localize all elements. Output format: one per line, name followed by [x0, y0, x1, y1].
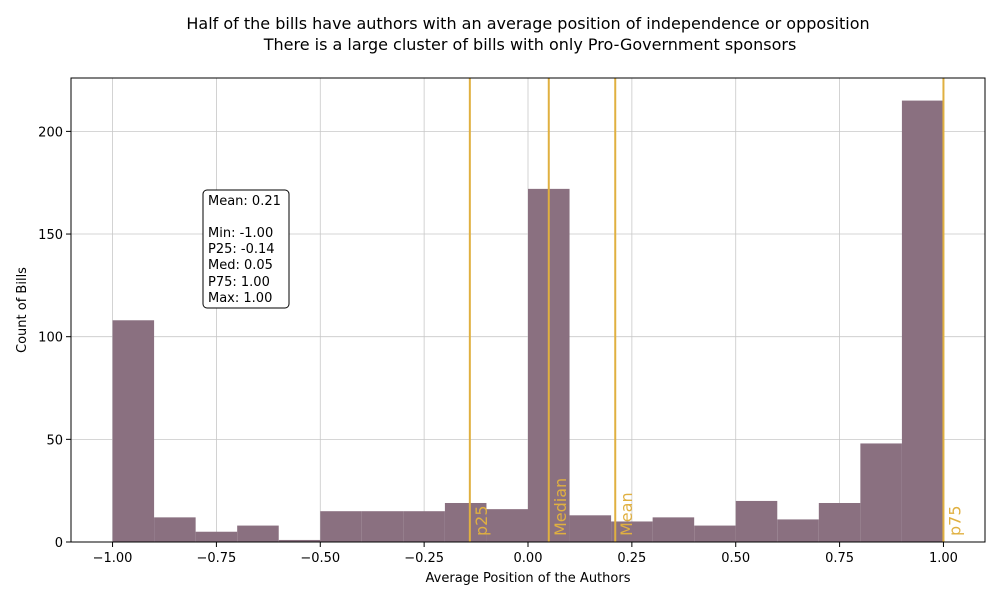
- histogram-bar: [486, 509, 528, 542]
- histogram-bar: [237, 525, 279, 542]
- y-tick-label: 50: [46, 433, 63, 448]
- histogram-bar: [112, 320, 155, 542]
- histogram-bar: [403, 511, 445, 542]
- histogram-bar: [777, 519, 819, 542]
- reference-label-mean: Mean: [617, 492, 636, 536]
- chart-subtitle: There is a large cluster of bills with o…: [263, 35, 797, 54]
- reference-lines: p25 Median Mean p75: [468, 78, 964, 542]
- x-tick-label: −0.50: [300, 551, 340, 566]
- x-tick-label: 0.25: [617, 551, 646, 566]
- reference-label-median: Median: [551, 478, 570, 536]
- histogram-bar: [569, 515, 612, 542]
- axes: −1.00 −0.75 −0.50 −0.25 0.00 0.25 0.50 0.75 1.00…: [38, 77, 986, 566]
- histogram-bar: [195, 531, 238, 542]
- reference-label-p75: p75: [945, 505, 964, 536]
- histogram-bar: [901, 100, 944, 542]
- y-axis-label: Count of Bills: [15, 267, 30, 353]
- y-tick-label: 150: [38, 228, 63, 243]
- histogram-bar: [735, 500, 778, 542]
- stats-box: Mean: 0.21 Min: -1.00 P25: -0.14 Med: 0.…: [202, 189, 290, 309]
- histogram-bar: [860, 443, 902, 542]
- stats-p75: P75: 1.00: [208, 275, 270, 290]
- stats-p25: P25: -0.14: [208, 242, 275, 257]
- x-tick-label: 1.00: [929, 551, 958, 566]
- histogram-bar: [652, 517, 695, 542]
- stats-min: Min: -1.00: [208, 226, 273, 241]
- y-tick-label: 200: [38, 125, 63, 140]
- histogram-bar: [694, 525, 736, 542]
- histogram-bar: [278, 539, 321, 542]
- histogram-bar: [154, 517, 196, 542]
- y-tick-label: 100: [38, 331, 63, 346]
- histogram-bar: [444, 502, 487, 542]
- x-tick-label: −1.00: [93, 551, 133, 566]
- stats-median: Med: 0.05: [208, 258, 273, 273]
- stats-box-frame: [202, 189, 290, 309]
- histogram-bar: [611, 521, 653, 542]
- y-tick-label: 0: [55, 536, 63, 551]
- x-tick-label: 0.50: [721, 551, 750, 566]
- stats-max: Max: 1.00: [208, 291, 272, 306]
- x-axis-label: Average Position of the Authors: [426, 571, 631, 586]
- x-tick-label: 0.75: [825, 551, 854, 566]
- reference-label-p25: p25: [472, 505, 491, 536]
- stats-mean: Mean: 0.21: [208, 194, 281, 209]
- histogram-bar: [818, 502, 861, 542]
- chart-title: Half of the bills have authors with an a…: [186, 14, 869, 33]
- x-tick-label: −0.25: [404, 551, 444, 566]
- histogram-bar: [320, 511, 362, 542]
- x-tick-label: −0.75: [196, 551, 236, 566]
- x-tick-label: 0.00: [514, 551, 543, 566]
- histogram-bar: [361, 511, 404, 542]
